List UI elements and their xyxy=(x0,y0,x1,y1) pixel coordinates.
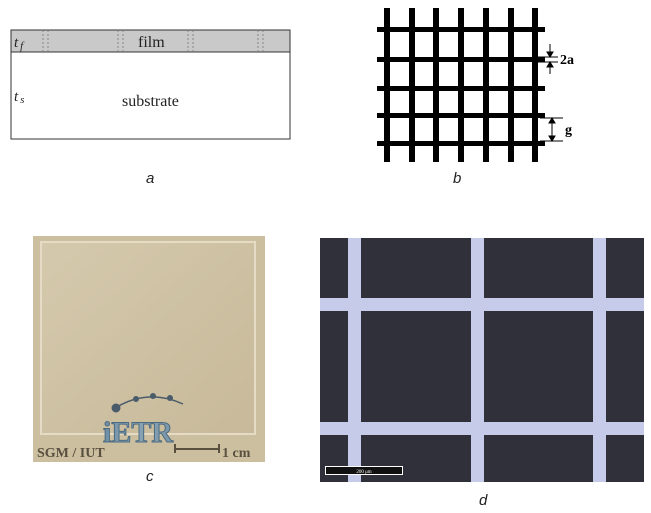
panel-b-mesh-schematic: 2a g xyxy=(377,8,574,162)
substrate-label: substrate xyxy=(122,93,179,110)
micrograph-scale-label: 200 μm xyxy=(356,470,371,475)
mesh-grid xyxy=(377,8,545,162)
micrograph-scale-bar xyxy=(325,466,403,475)
film-label: film xyxy=(138,34,165,51)
substrate-layer xyxy=(10,51,291,140)
scale-bar-1cm xyxy=(174,444,220,453)
caption-d: d xyxy=(479,492,488,509)
panel-c-sample-photo: iETR SGM / IUT 1 cm xyxy=(33,236,265,462)
scale-bar-label-1cm: 1 cm xyxy=(222,446,251,461)
panel-d-micrograph: 200 μm xyxy=(320,238,644,482)
caption-b: b xyxy=(453,170,462,187)
gap-label-g: g xyxy=(565,123,572,138)
caption-a: a xyxy=(146,170,155,187)
width-label-2a: 2a xyxy=(560,53,574,68)
credit-text: SGM / IUT xyxy=(37,446,105,461)
sample-logo-text: iETR xyxy=(103,416,173,449)
logo-arc-dots xyxy=(111,393,184,413)
dimension-g xyxy=(540,117,563,142)
caption-c: c xyxy=(146,468,154,485)
dimension-2a xyxy=(532,44,558,74)
sample-square xyxy=(40,241,256,435)
micrograph-metal-lines xyxy=(320,238,644,482)
